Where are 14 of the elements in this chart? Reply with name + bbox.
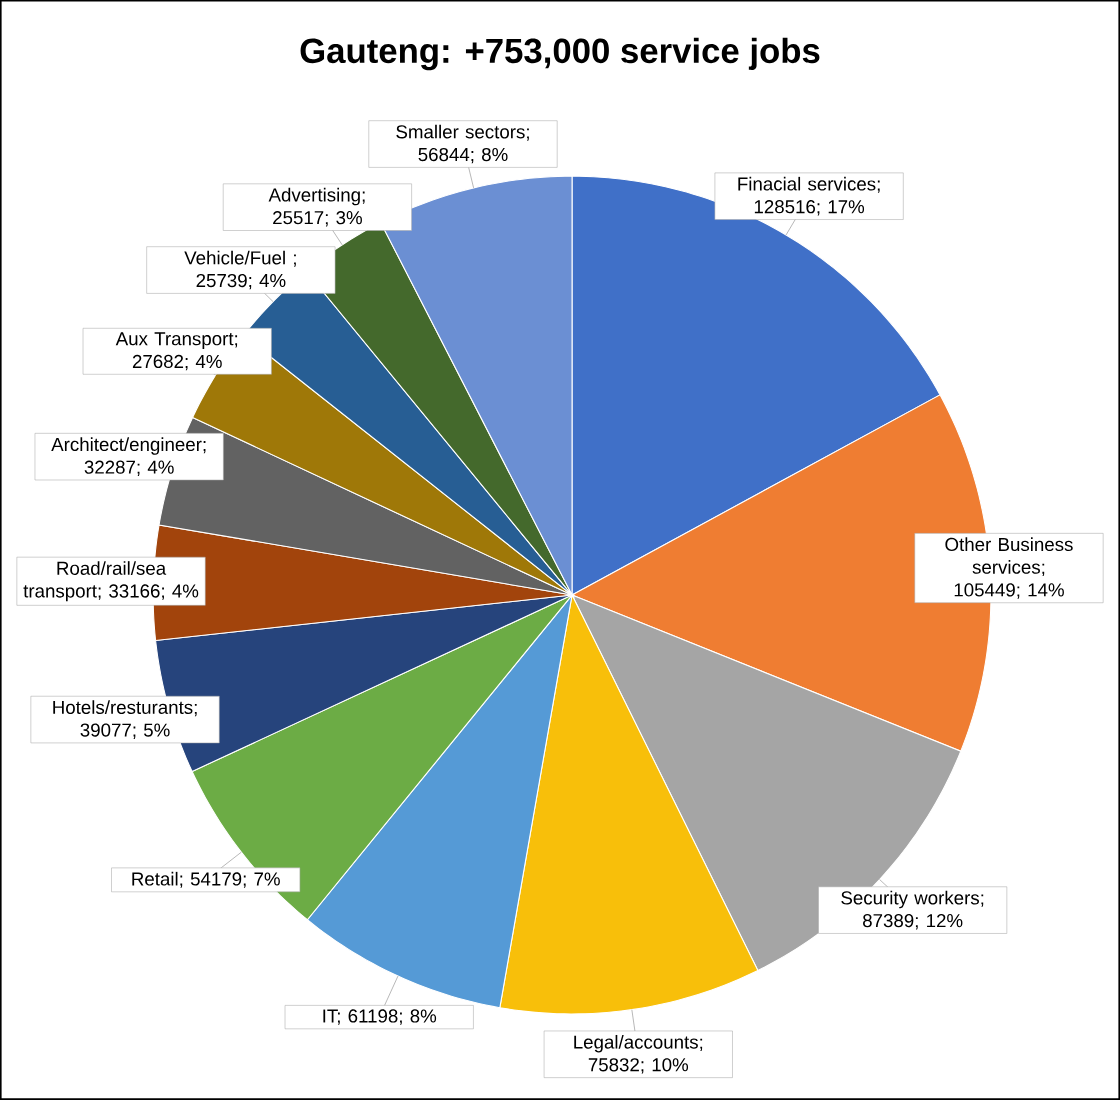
slice-label: Hotels/resturants; 39077; 5% bbox=[53, 700, 197, 739]
slice-label: Architect/engineer; 32287; 4% bbox=[51, 437, 206, 477]
slice-label: IT; 61198; 8% bbox=[323, 1009, 437, 1025]
slice-label: Retail; 54179; 7% bbox=[132, 871, 280, 888]
slice-label: Aux Transport; 27682; 4% bbox=[115, 332, 238, 371]
slice-label: Other Business services; 105449; 14% bbox=[945, 537, 1073, 599]
slice-label: Smaller sectors; 56844; 8% bbox=[396, 124, 529, 164]
slice-label: Advertising; 25517; 3% bbox=[268, 187, 365, 227]
slice-label: Finacial services; 128516; 17% bbox=[738, 176, 880, 216]
slice-label: Vehicle/Fuel ; 25739; 4% bbox=[184, 250, 296, 290]
slice-label: Security workers; 87389; 12% bbox=[841, 890, 984, 930]
chart-title: Gauteng: +753,000 service jobs bbox=[300, 37, 820, 71]
slice-label: Legal/accounts; 75832; 10% bbox=[574, 1034, 703, 1074]
slice-label: Road/rail/sea transport; 33166; 4% bbox=[23, 561, 199, 602]
